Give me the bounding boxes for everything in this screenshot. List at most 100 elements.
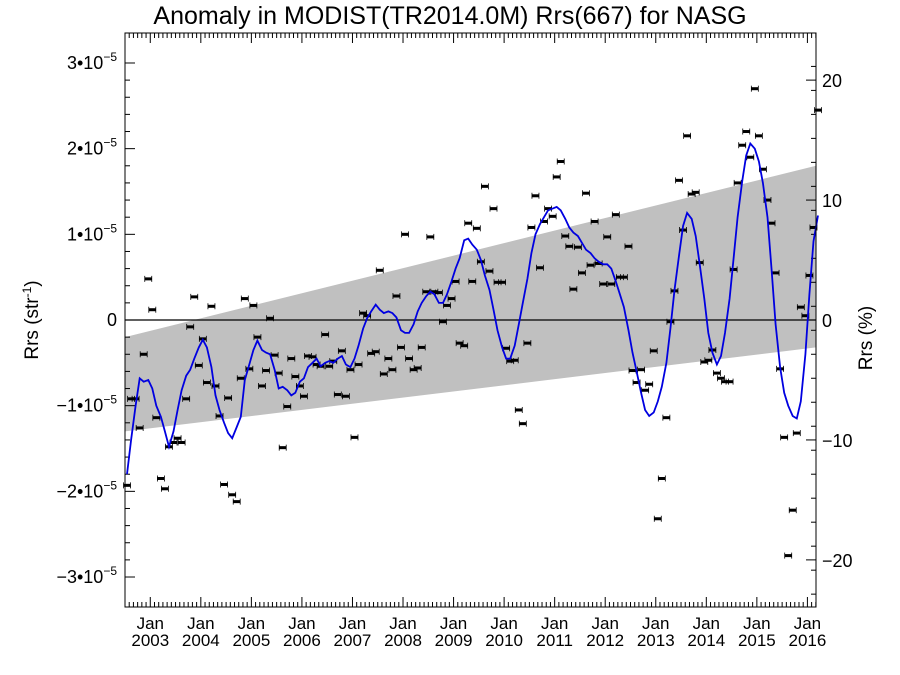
data-point-mark — [561, 234, 569, 238]
smoothed-series-line — [126, 141, 819, 475]
data-point-mark — [612, 213, 620, 217]
x-tick-month-label: Jan — [440, 614, 467, 633]
data-point — [645, 381, 654, 388]
data-point — [139, 351, 148, 358]
data-point — [574, 244, 582, 251]
data-point — [135, 424, 144, 431]
data-point-mark — [746, 155, 754, 159]
data-point — [384, 355, 393, 362]
data-point — [498, 279, 506, 286]
data-point-mark — [742, 130, 750, 134]
data-point — [202, 379, 211, 386]
data-point-mark — [174, 436, 182, 440]
data-point-mark — [481, 184, 489, 188]
data-point-mark — [372, 350, 380, 354]
data-point-mark — [195, 363, 203, 367]
data-point — [291, 373, 300, 380]
data-point-mark — [435, 291, 443, 295]
data-point-mark — [721, 380, 729, 384]
data-point-mark — [207, 304, 215, 308]
data-point-mark — [140, 352, 148, 356]
data-point-mark — [380, 372, 388, 376]
x-tick-month-label: Jan — [389, 614, 416, 633]
data-point-mark — [523, 341, 531, 345]
data-point — [620, 274, 628, 281]
data-point — [552, 173, 561, 180]
data-point — [224, 394, 233, 401]
data-point-mark — [313, 363, 321, 367]
data-point — [156, 475, 165, 482]
data-point — [536, 264, 544, 271]
data-point-mark — [793, 431, 801, 435]
x-tick-month-label: Jan — [794, 614, 821, 633]
data-point — [211, 382, 220, 389]
data-point — [228, 491, 237, 498]
chart-title: Anomaly in MODIST(TR2014.0M) Rrs(667) fo… — [153, 2, 747, 30]
data-point-mark — [384, 357, 392, 361]
data-point-mark — [161, 487, 169, 491]
data-point-mark — [186, 325, 194, 329]
data-point-mark — [599, 282, 607, 286]
data-point — [258, 382, 266, 389]
x-tick-month-label: Jan — [187, 614, 214, 633]
data-point — [675, 177, 683, 184]
data-point-mark — [511, 358, 519, 362]
data-point — [417, 344, 426, 351]
data-point-mark — [342, 394, 350, 398]
x-tick-month-label: Jan — [743, 614, 770, 633]
data-point — [649, 347, 658, 354]
data-point — [599, 281, 608, 288]
data-point-mark — [557, 160, 565, 164]
data-point — [426, 233, 435, 240]
data-point — [245, 365, 254, 372]
data-point-mark — [283, 405, 291, 409]
data-point — [278, 444, 287, 451]
data-point-mark — [123, 483, 131, 487]
data-point-mark — [574, 245, 582, 249]
y-right-tick-label: 20 — [822, 71, 842, 91]
data-point-mark — [620, 275, 628, 279]
data-point-mark — [763, 198, 771, 202]
data-point-mark — [717, 376, 725, 380]
data-point-mark — [759, 167, 767, 171]
data-point-mark — [443, 303, 451, 307]
data-point-mark — [220, 482, 228, 486]
data-point — [624, 243, 633, 250]
data-point-mark — [629, 369, 637, 373]
data-point — [266, 315, 274, 322]
data-point — [742, 128, 751, 135]
x-tick-year-label: 2005 — [232, 631, 270, 650]
data-point-mark — [266, 316, 274, 320]
data-point-mark — [553, 175, 561, 179]
data-point — [346, 366, 355, 373]
x-tick-year-label: 2008 — [384, 631, 422, 650]
data-point-mark — [228, 493, 236, 497]
y-left-tick-label: −1•10−5 — [56, 393, 117, 416]
data-point-mark — [713, 371, 721, 375]
data-point-mark — [157, 476, 165, 480]
data-point-mark — [338, 349, 346, 353]
data-point-mark — [540, 219, 548, 223]
data-point-mark — [430, 290, 438, 294]
y-axis-right-ticks: 20 10 0 −10 −20 — [806, 65, 853, 595]
data-point-mark — [801, 314, 809, 318]
data-point — [131, 395, 140, 402]
data-point — [249, 302, 258, 309]
data-point — [405, 355, 413, 362]
data-point — [177, 439, 186, 446]
y-right-tick-label: 0 — [822, 311, 832, 331]
data-point-mark — [650, 349, 658, 353]
data-point — [468, 278, 477, 285]
data-point-mark — [624, 244, 632, 248]
data-point-mark — [591, 219, 599, 223]
data-point-mark — [544, 207, 552, 211]
data-point-mark — [797, 305, 805, 309]
data-point-mark — [410, 368, 418, 372]
x-tick-year-label: 2010 — [485, 631, 523, 650]
data-point — [337, 347, 346, 354]
data-point-mark — [401, 232, 409, 236]
data-point — [750, 85, 759, 92]
data-point — [375, 267, 384, 274]
data-point-mark — [275, 371, 283, 375]
data-point-mark — [809, 225, 817, 229]
